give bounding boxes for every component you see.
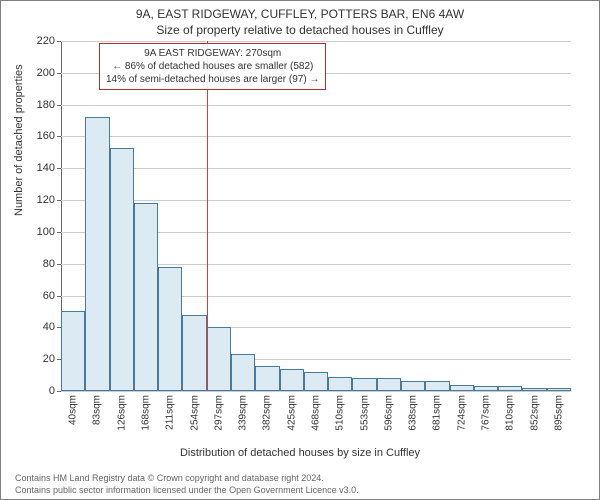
y-tick-label: 20 <box>43 353 55 365</box>
histogram-bar <box>85 117 109 391</box>
annotation-line1: 9A EAST RIDGEWAY: 270sqm <box>106 47 319 60</box>
x-tick-label: 254sqm <box>189 395 200 431</box>
histogram-bar <box>352 378 376 391</box>
x-tick-label: 724sqm <box>456 395 467 431</box>
x-tick-label: 852sqm <box>529 395 540 431</box>
credit-line2: Contains public sector information licen… <box>15 485 359 495</box>
histogram-bar <box>110 148 134 391</box>
x-tick-label: 83sqm <box>92 395 103 425</box>
y-tick-label: 140 <box>37 162 55 174</box>
gridline <box>61 200 571 201</box>
y-tick-mark <box>57 391 61 392</box>
plot-area: 02040608010012014016018020022040sqm83sqm… <box>61 41 571 391</box>
histogram-bar <box>61 311 85 391</box>
annotation-line2: ← 86% of detached houses are smaller (58… <box>106 60 319 73</box>
x-tick-label: 510sqm <box>335 395 346 431</box>
histogram-bar <box>450 385 474 391</box>
y-tick-label: 120 <box>37 194 55 206</box>
y-tick-mark <box>57 136 61 137</box>
y-tick-mark <box>57 264 61 265</box>
y-tick-mark <box>57 73 61 74</box>
chart-title-line2: Size of property relative to detached ho… <box>1 21 599 41</box>
y-tick-mark <box>57 168 61 169</box>
x-tick-label: 425sqm <box>286 395 297 431</box>
histogram-bar <box>280 369 304 391</box>
histogram-bar <box>328 377 352 391</box>
annotation-box: 9A EAST RIDGEWAY: 270sqm ← 86% of detach… <box>99 43 326 90</box>
y-tick-label: 200 <box>37 67 55 79</box>
histogram-bar <box>207 327 231 391</box>
reference-line <box>207 41 208 391</box>
y-tick-label: 180 <box>37 99 55 111</box>
histogram-bar <box>231 354 255 391</box>
x-tick-label: 211sqm <box>165 395 176 430</box>
gridline <box>61 168 571 169</box>
y-tick-label: 60 <box>43 290 55 302</box>
gridline <box>61 136 571 137</box>
y-tick-label: 100 <box>37 226 55 238</box>
y-tick-label: 80 <box>43 258 55 270</box>
x-tick-label: 553sqm <box>359 395 370 431</box>
gridline <box>61 391 571 392</box>
x-tick-label: 468sqm <box>311 395 322 431</box>
histogram-bar <box>304 372 328 391</box>
annotation-line3: 14% of semi-detached houses are larger (… <box>106 73 319 86</box>
y-tick-mark <box>57 232 61 233</box>
y-tick-mark <box>57 296 61 297</box>
x-tick-label: 382sqm <box>262 395 273 431</box>
x-tick-label: 767sqm <box>481 395 492 431</box>
x-tick-label: 681sqm <box>432 395 443 431</box>
histogram-bar <box>134 203 158 391</box>
y-tick-label: 220 <box>37 35 55 47</box>
histogram-bar <box>255 366 279 391</box>
y-tick-label: 0 <box>49 385 55 397</box>
credit-line1: Contains HM Land Registry data © Crown c… <box>15 473 324 483</box>
gridline <box>61 41 571 42</box>
chart-title-line1: 9A, EAST RIDGEWAY, CUFFLEY, POTTERS BAR,… <box>1 1 599 21</box>
histogram-bar <box>158 267 182 391</box>
chart-container: 9A, EAST RIDGEWAY, CUFFLEY, POTTERS BAR,… <box>0 0 600 500</box>
histogram-bar <box>182 315 206 391</box>
x-tick-label: 596sqm <box>383 395 394 431</box>
x-tick-label: 297sqm <box>213 395 224 431</box>
histogram-bar <box>522 388 546 391</box>
x-tick-label: 638sqm <box>408 395 419 431</box>
histogram-bar <box>377 378 401 391</box>
y-tick-label: 40 <box>43 321 55 333</box>
y-tick-label: 160 <box>37 130 55 142</box>
gridline <box>61 105 571 106</box>
x-tick-label: 895sqm <box>553 395 564 431</box>
x-tick-label: 126sqm <box>116 395 127 431</box>
x-tick-label: 339sqm <box>238 395 249 431</box>
histogram-bar <box>474 386 498 391</box>
x-tick-label: 810sqm <box>505 395 516 431</box>
y-tick-mark <box>57 200 61 201</box>
histogram-bar <box>498 386 522 391</box>
y-axis-label: Number of detached properties <box>13 64 25 216</box>
histogram-bar <box>425 381 449 391</box>
x-axis-label: Distribution of detached houses by size … <box>1 447 599 459</box>
histogram-bar <box>401 381 425 391</box>
histogram-bar <box>547 388 571 391</box>
x-tick-label: 168sqm <box>141 395 152 431</box>
y-tick-mark <box>57 41 61 42</box>
x-tick-label: 40sqm <box>68 395 79 425</box>
y-tick-mark <box>57 105 61 106</box>
